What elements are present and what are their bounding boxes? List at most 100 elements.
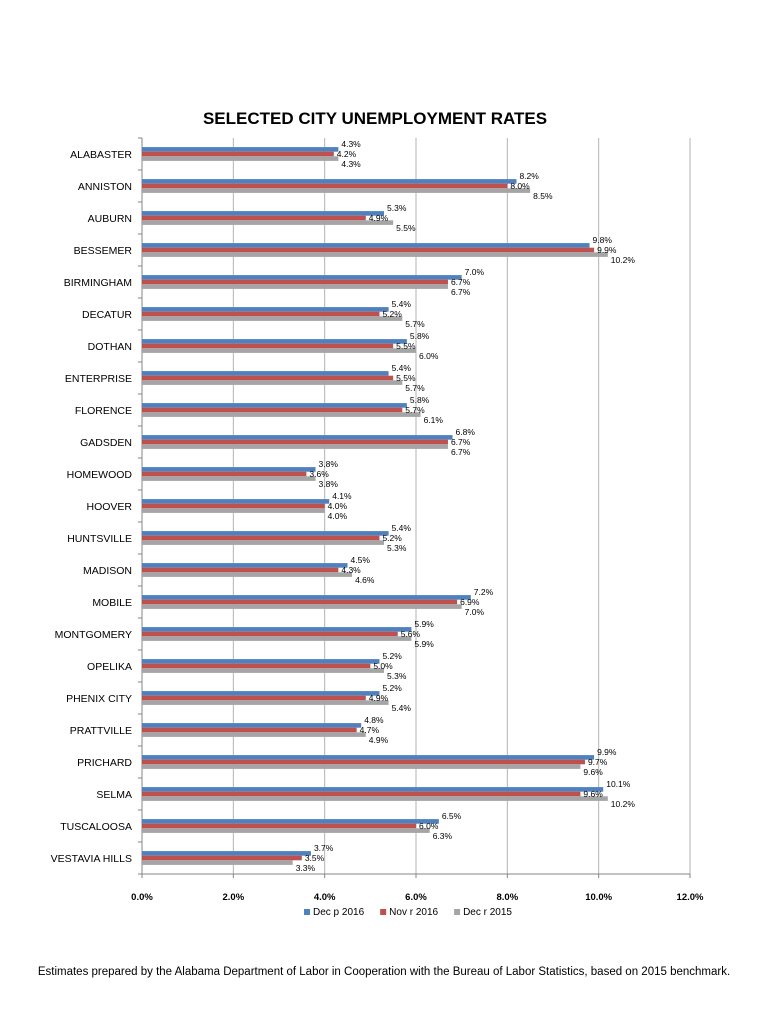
x-tick-label: 6.0% [405,892,427,903]
data-label: 5.3% [387,671,407,681]
category-label: DOTHAN [88,341,132,353]
data-label: 9.9% [597,747,617,757]
bar [142,156,339,161]
bar [142,220,394,225]
data-label: 6.3% [433,831,453,841]
data-label: 9.6% [583,767,603,777]
bar [142,247,595,253]
data-label: 6.0% [419,821,439,831]
data-label: 5.5% [396,373,416,383]
bar [142,476,316,481]
bar [142,759,585,765]
bar [142,791,581,797]
category-label: FLORENCE [75,405,132,417]
bar [142,279,448,285]
data-label: 6.7% [451,447,471,457]
category-label: BIRMINGHAM [64,277,132,289]
category-label: MOBILE [92,597,132,609]
data-label: 7.0% [465,607,485,617]
data-label: 3.5% [305,853,325,863]
bar [142,179,517,184]
data-label: 5.5% [396,223,416,233]
bar [142,371,389,376]
footnote: Estimates prepared by the Alabama Depart… [37,966,731,978]
bar [142,435,453,440]
data-label: 5.0% [373,661,393,671]
data-label: 9.6% [583,789,603,799]
bar [142,723,362,728]
bar [142,535,380,541]
bar [142,412,421,417]
data-labels: 4.3%4.2%4.3%8.2%8.0%8.5%5.3%4.9%5.5%9.8%… [296,139,636,873]
data-label: 6.9% [460,597,480,607]
legend-swatch [304,909,310,915]
bar [142,499,330,504]
bar [142,243,590,248]
bar [142,764,581,769]
bar [142,668,385,673]
bar [142,572,353,577]
bar [142,563,348,568]
data-label: 4.8% [364,715,384,725]
bar [142,311,380,317]
bar [142,695,366,701]
x-tick-label: 0.0% [131,892,153,903]
bar [142,855,302,861]
bar [142,700,389,705]
bar [142,307,389,312]
category-label: PHENIX CITY [66,693,132,705]
x-tick-label: 2.0% [223,892,245,903]
data-label: 5.2% [382,683,402,693]
x-tick-label: 10.0% [585,892,612,903]
bar [142,339,407,344]
data-label: 4.3% [341,139,361,149]
chart-title: SELECTED CITY UNEMPLOYMENT RATES [203,109,547,128]
data-label: 8.5% [533,191,553,201]
data-label: 5.6% [401,629,421,639]
bar [142,215,366,221]
data-label: 8.0% [510,181,530,191]
bar [142,284,448,289]
bars [142,147,608,865]
data-label: 6.5% [442,811,462,821]
data-label: 3.6% [309,469,329,479]
data-label: 4.9% [369,213,389,223]
bar [142,860,293,865]
bar [142,348,416,353]
data-label: 3.7% [314,843,334,853]
data-label: 3.8% [319,479,339,489]
data-label: 4.6% [355,575,375,585]
bar [142,531,389,536]
data-label: 4.0% [328,511,348,521]
bar [142,343,394,349]
data-label: 5.4% [392,299,412,309]
bar [142,540,385,545]
category-label: HUNTSVILLE [67,533,132,545]
bar [142,508,325,513]
bar [142,503,325,509]
category-label: MONTGOMERY [55,629,132,641]
data-label: 7.0% [465,267,485,277]
data-label: 4.3% [341,159,361,169]
data-label: 5.2% [382,533,402,543]
data-label: 4.3% [341,565,361,575]
data-label: 4.9% [369,693,389,703]
data-label: 5.4% [392,363,412,373]
bar [142,627,412,632]
category-labels: ALABASTER ANNISTON AUBURN BESSEMER BIRMINGHA… [51,149,133,865]
category-label: AUBURN [88,213,132,225]
bar [142,787,604,792]
x-tick-labels: 0.0% 2.0% 4.0% 6.0% 8.0% 10.0% 12.0% [131,892,704,903]
data-label: 8.2% [519,171,539,181]
data-label: 10.1% [606,779,631,789]
data-label: 5.9% [414,619,434,629]
data-label: 4.7% [360,725,380,735]
bar [142,691,380,696]
data-label: 5.7% [405,383,425,393]
data-label: 3.3% [296,863,316,873]
unemployment-chart: SELECTED CITY UNEMPLOYMENT RATES 4.3%4.2… [51,109,704,918]
data-label: 5.3% [387,543,407,553]
data-label: 5.8% [410,331,430,341]
data-label: 5.5% [396,341,416,351]
x-tick-label: 12.0% [677,892,704,903]
